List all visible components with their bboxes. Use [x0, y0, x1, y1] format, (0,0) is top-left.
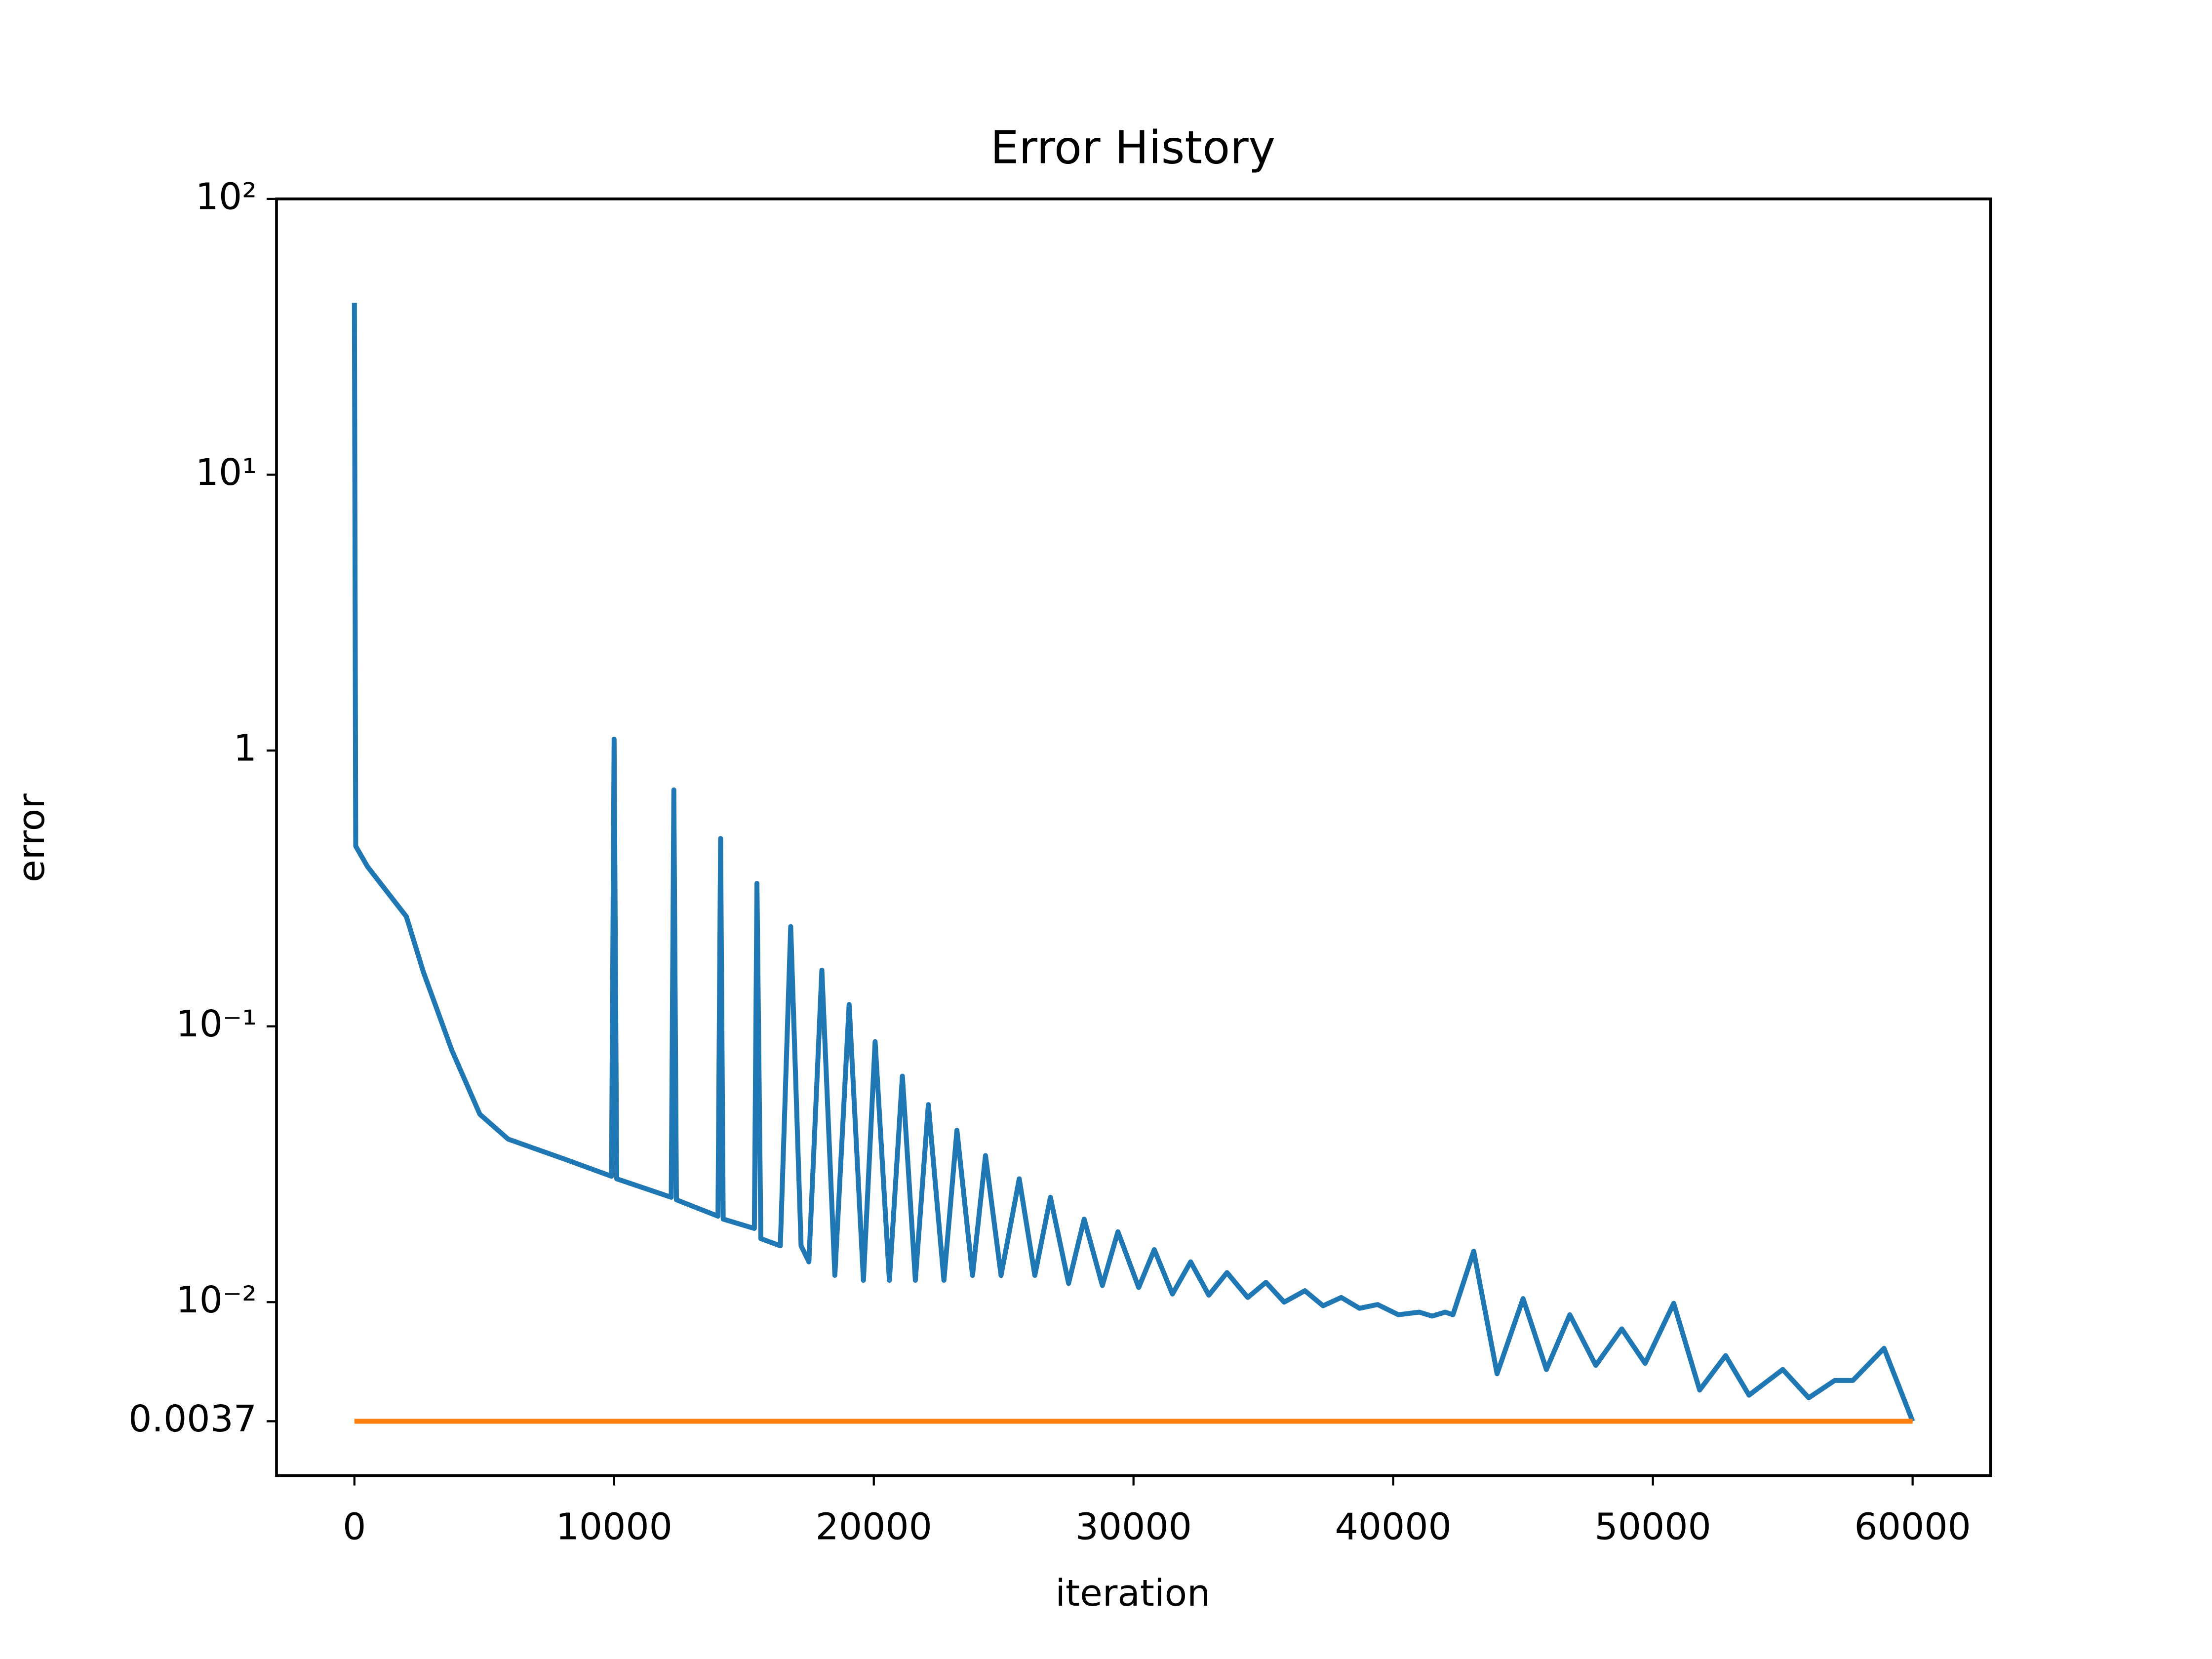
y-tick-label: 1 [234, 727, 257, 770]
x-tick-label: 50000 [1595, 1505, 1711, 1548]
y-axis-label: error [10, 793, 53, 882]
y-tick-label: 10¹ [196, 451, 257, 494]
y-tick-label: 10⁻¹ [176, 1002, 257, 1045]
plot-frame [275, 198, 1992, 1477]
x-tick-label: 20000 [816, 1505, 932, 1548]
x-axis-label: iteration [1055, 1572, 1210, 1615]
x-tick-label: 40000 [1335, 1505, 1452, 1548]
x-tick-label: 10000 [556, 1505, 672, 1548]
x-tick-label: 0 [343, 1505, 366, 1548]
x-tick-label: 30000 [1075, 1505, 1192, 1548]
chart-title: Error History [990, 121, 1275, 174]
y-tick-label: 10⁻² [176, 1278, 257, 1321]
x-tick-label: 60000 [1855, 1505, 1971, 1548]
y-tick-label: 0.0037 [128, 1397, 257, 1440]
data-line [352, 303, 1915, 1422]
y-tick-label: 10² [196, 175, 257, 218]
